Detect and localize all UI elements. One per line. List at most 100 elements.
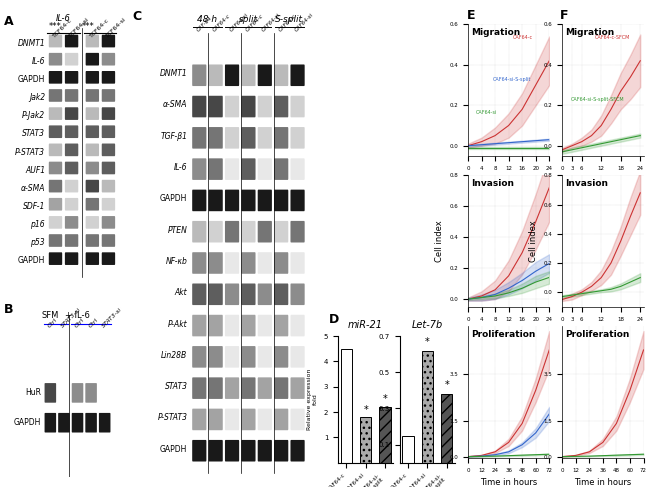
Text: Migration: Migration	[471, 28, 521, 37]
FancyBboxPatch shape	[209, 64, 223, 86]
FancyBboxPatch shape	[102, 107, 115, 120]
FancyBboxPatch shape	[65, 89, 78, 102]
FancyBboxPatch shape	[49, 234, 62, 247]
FancyBboxPatch shape	[257, 221, 272, 243]
Text: CAF64-c-SFCM: CAF64-c-SFCM	[595, 35, 630, 40]
FancyBboxPatch shape	[102, 234, 115, 247]
FancyBboxPatch shape	[225, 64, 239, 86]
Title: miR-21: miR-21	[348, 319, 383, 330]
FancyBboxPatch shape	[241, 127, 255, 149]
Text: TCF64-si: TCF64-si	[68, 17, 90, 38]
Text: IL-6: IL-6	[32, 57, 45, 66]
FancyBboxPatch shape	[192, 283, 207, 305]
Text: GAPDH: GAPDH	[160, 194, 187, 204]
Text: CAF64-si: CAF64-si	[229, 13, 249, 33]
FancyBboxPatch shape	[65, 216, 78, 229]
Text: + IL-6: + IL-6	[65, 312, 90, 320]
FancyBboxPatch shape	[209, 377, 223, 399]
Text: *: *	[383, 394, 387, 404]
FancyBboxPatch shape	[49, 125, 62, 138]
Text: α-SMA: α-SMA	[21, 184, 45, 193]
Text: CAF64-c: CAF64-c	[212, 14, 232, 33]
Bar	[422, 351, 433, 463]
FancyBboxPatch shape	[65, 234, 78, 247]
FancyBboxPatch shape	[192, 440, 207, 462]
Text: Proliferation: Proliferation	[566, 330, 630, 339]
FancyBboxPatch shape	[86, 144, 99, 156]
FancyBboxPatch shape	[291, 315, 305, 337]
Text: P-STAT3: P-STAT3	[15, 148, 45, 157]
FancyBboxPatch shape	[192, 377, 207, 399]
FancyBboxPatch shape	[241, 409, 255, 430]
FancyBboxPatch shape	[209, 409, 223, 430]
Text: CAF64-si-S-split: CAF64-si-S-split	[493, 77, 531, 82]
FancyBboxPatch shape	[241, 96, 255, 117]
Bar	[379, 407, 391, 463]
FancyBboxPatch shape	[49, 53, 62, 66]
Text: C: C	[133, 10, 142, 23]
FancyBboxPatch shape	[257, 315, 272, 337]
FancyBboxPatch shape	[99, 413, 110, 432]
FancyBboxPatch shape	[192, 64, 207, 86]
FancyBboxPatch shape	[209, 221, 223, 243]
Text: TCF64-c: TCF64-c	[89, 18, 110, 38]
Text: TCF64-si: TCF64-si	[105, 17, 127, 38]
FancyBboxPatch shape	[274, 64, 289, 86]
FancyBboxPatch shape	[192, 252, 207, 274]
FancyBboxPatch shape	[225, 346, 239, 368]
Text: *: *	[363, 405, 368, 414]
FancyBboxPatch shape	[102, 89, 115, 102]
FancyBboxPatch shape	[86, 53, 99, 66]
FancyBboxPatch shape	[102, 198, 115, 210]
FancyBboxPatch shape	[102, 71, 115, 84]
Text: CAF64-c: CAF64-c	[245, 14, 265, 33]
FancyBboxPatch shape	[192, 221, 207, 243]
FancyBboxPatch shape	[65, 162, 78, 174]
Text: Jak2: Jak2	[29, 93, 45, 102]
FancyBboxPatch shape	[291, 409, 305, 430]
FancyBboxPatch shape	[241, 346, 255, 368]
Text: STAT3: STAT3	[164, 382, 187, 391]
FancyBboxPatch shape	[291, 96, 305, 117]
Text: GAPDH: GAPDH	[160, 445, 187, 454]
FancyBboxPatch shape	[45, 383, 56, 403]
FancyBboxPatch shape	[86, 107, 99, 120]
FancyBboxPatch shape	[241, 64, 255, 86]
FancyBboxPatch shape	[274, 252, 289, 274]
Text: SFM: SFM	[42, 312, 59, 320]
FancyBboxPatch shape	[274, 440, 289, 462]
FancyBboxPatch shape	[192, 158, 207, 180]
Text: IL-6: IL-6	[56, 14, 71, 22]
FancyBboxPatch shape	[225, 221, 239, 243]
FancyBboxPatch shape	[49, 35, 62, 47]
FancyBboxPatch shape	[192, 96, 207, 117]
FancyBboxPatch shape	[86, 162, 99, 174]
FancyBboxPatch shape	[102, 125, 115, 138]
Y-axis label: Relative expression
fold: Relative expression fold	[307, 369, 318, 430]
FancyBboxPatch shape	[225, 158, 239, 180]
FancyBboxPatch shape	[65, 144, 78, 156]
FancyBboxPatch shape	[86, 180, 99, 192]
FancyBboxPatch shape	[274, 96, 289, 117]
FancyBboxPatch shape	[102, 162, 115, 174]
FancyBboxPatch shape	[241, 377, 255, 399]
FancyBboxPatch shape	[49, 144, 62, 156]
Text: P-STAT3: P-STAT3	[157, 413, 187, 422]
Text: Akt: Akt	[175, 288, 187, 297]
Text: F: F	[560, 9, 569, 22]
FancyBboxPatch shape	[192, 189, 207, 211]
Text: B: B	[4, 303, 14, 317]
Text: HuR: HuR	[25, 389, 41, 397]
FancyBboxPatch shape	[65, 35, 78, 47]
Text: DNMT1: DNMT1	[160, 69, 187, 78]
FancyBboxPatch shape	[241, 221, 255, 243]
FancyBboxPatch shape	[85, 383, 97, 403]
Text: ***: ***	[49, 22, 62, 31]
Text: p16: p16	[31, 220, 45, 229]
FancyBboxPatch shape	[49, 162, 62, 174]
Text: CAF64-si: CAF64-si	[261, 13, 282, 33]
FancyBboxPatch shape	[225, 189, 239, 211]
FancyBboxPatch shape	[86, 35, 99, 47]
Text: DNMT1: DNMT1	[18, 39, 45, 48]
FancyBboxPatch shape	[274, 283, 289, 305]
